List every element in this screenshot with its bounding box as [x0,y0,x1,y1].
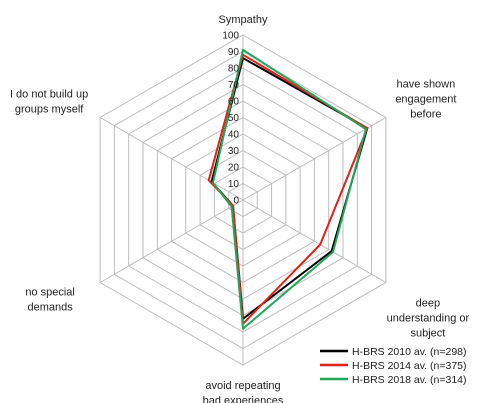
tick-label: 60 [228,97,240,108]
tick-label: 80 [228,64,240,75]
tick-label: 50 [228,113,240,124]
legend-entry: H-BRS 2018 av. (n=314) [352,374,467,386]
axis-label: I do not build up groups myself [10,89,88,116]
radar-series [207,48,369,330]
tick-label: 30 [228,146,240,157]
tick-label: 10 [228,179,240,190]
tick-label: 20 [228,163,240,174]
axis-label: deep understanding or subject [387,298,470,340]
series-line [212,48,367,330]
tick-label: 40 [228,130,240,141]
tick-label: 90 [228,47,240,58]
legend-entry: H-BRS 2014 av. (n=375) [352,360,467,372]
legend: H-BRS 2010 av. (n=298) H-BRS 2014 av. (n=… [320,346,467,386]
axis-label: avoid repeating bad experiences [203,380,284,403]
legend-entry: H-BRS 2010 av. (n=298) [352,346,467,358]
tick-label: 100 [222,31,239,42]
axis-label: Sympathy [219,14,268,26]
tick-label: 0 [233,196,239,207]
axis-label: no special demands [25,287,75,314]
axis-spoke [99,117,244,201]
axis-spoke [242,117,387,201]
tick-label: 70 [228,80,240,91]
radar-spokes [99,35,387,365]
axis-spoke [99,199,244,283]
axis-spoke [242,199,387,283]
radar-tick-labels: 0 10 20 30 40 50 60 70 80 90 100 [222,31,239,207]
radar-axis-labels: Sympathy have shown engagement before deep un… [10,14,470,403]
axis-label: have shown engagement before [395,79,456,121]
